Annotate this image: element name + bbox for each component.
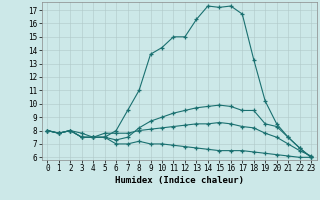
X-axis label: Humidex (Indice chaleur): Humidex (Indice chaleur) [115, 176, 244, 185]
